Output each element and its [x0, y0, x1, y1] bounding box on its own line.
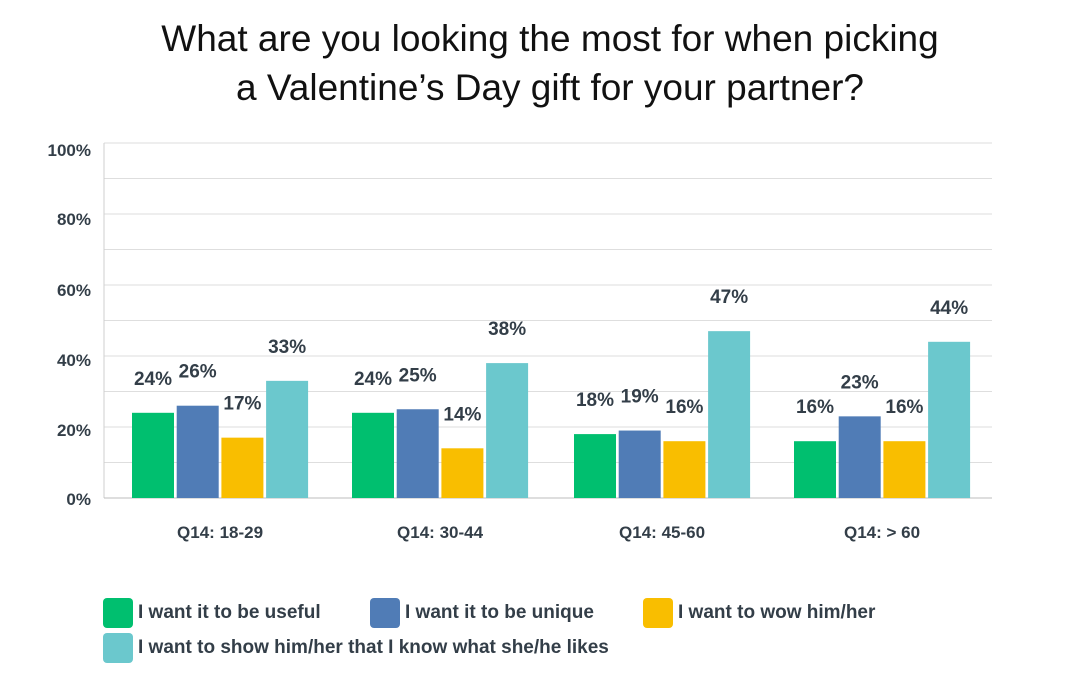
legend-item-unique: I want it to be unique — [370, 598, 594, 628]
legend-label-useful: I want it to be useful — [138, 602, 321, 623]
y-tick-label: 20% — [57, 421, 91, 440]
data-label: 18% — [576, 390, 614, 411]
y-axis-ticks: 0% 20% 40% 60% 80% 100% — [48, 141, 91, 509]
bar — [663, 441, 706, 498]
bar — [838, 416, 881, 498]
bar — [176, 405, 219, 498]
data-label: 16% — [796, 397, 834, 418]
legend-label-unique: I want it to be unique — [405, 602, 594, 623]
legend-swatch-unique — [370, 598, 400, 628]
legend-swatch-show-knowing — [103, 633, 133, 663]
bar — [396, 409, 439, 498]
bar — [708, 331, 751, 498]
data-label: 24% — [354, 369, 392, 390]
data-label: 33% — [268, 337, 306, 358]
x-tick-label: Q14: 45-60 — [619, 523, 705, 542]
y-tick-label: 60% — [57, 281, 91, 300]
data-label: 24% — [134, 369, 172, 390]
chart-title-line-1: What are you looking the most for when p… — [161, 18, 939, 59]
y-tick-label: 80% — [57, 210, 91, 229]
y-tick-label: 100% — [48, 141, 91, 160]
data-label: 16% — [885, 397, 923, 418]
bar — [266, 380, 309, 498]
bar — [352, 412, 394, 498]
bar — [618, 430, 661, 498]
chart-title-line-2: a Valentine’s Day gift for your partner? — [236, 67, 864, 108]
legend-label-show-knowing: I want to show him/her that I know what … — [138, 637, 609, 658]
x-tick-label: Q14: 30-44 — [397, 523, 484, 542]
y-tick-label: 40% — [57, 351, 91, 370]
bar — [883, 441, 926, 498]
y-tick-label: 0% — [66, 490, 91, 509]
legend-item-useful: I want it to be useful — [103, 598, 321, 628]
bars — [132, 331, 971, 498]
x-tick-label: Q14: > 60 — [844, 523, 920, 542]
chart-title: What are you looking the most for when p… — [0, 14, 1074, 112]
data-label: 17% — [223, 394, 261, 415]
legend-swatch-wow — [643, 598, 673, 628]
data-label: 44% — [930, 298, 968, 319]
legend-swatch-useful — [103, 598, 133, 628]
bar — [928, 341, 971, 498]
legend-item-wow: I want to wow him/her — [643, 598, 875, 628]
data-labels: 24% 26% 17% 33% 24% 25% 14% 38% 18% 19% 16% 47% 16% 2… — [134, 287, 968, 425]
data-label: 16% — [665, 397, 703, 418]
data-label: 38% — [488, 319, 526, 340]
bar — [221, 437, 264, 498]
bar — [486, 363, 529, 498]
data-label: 47% — [710, 287, 748, 308]
x-tick-label: Q14: 18-29 — [177, 523, 263, 542]
data-label: 14% — [443, 404, 481, 425]
bar — [794, 441, 836, 498]
data-label: 25% — [399, 365, 437, 386]
bar — [441, 448, 484, 498]
x-axis-ticks: Q14: 18-29 Q14: 30-44 Q14: 45-60 Q14: > 60 — [177, 523, 920, 542]
gridlines — [103, 142, 992, 499]
data-label: 23% — [841, 372, 879, 393]
legend-item-show-knowing: I want to show him/her that I know what … — [103, 633, 609, 663]
legend-label-wow: I want to wow him/her — [678, 602, 876, 623]
bar — [574, 434, 616, 498]
data-label: 19% — [621, 387, 659, 408]
data-label: 26% — [179, 362, 217, 383]
bar — [132, 412, 174, 498]
bar-chart: 0% 20% 40% 60% 80% 100% 24% 26% 17% 33% 24% 25% 14%… — [48, 141, 992, 542]
